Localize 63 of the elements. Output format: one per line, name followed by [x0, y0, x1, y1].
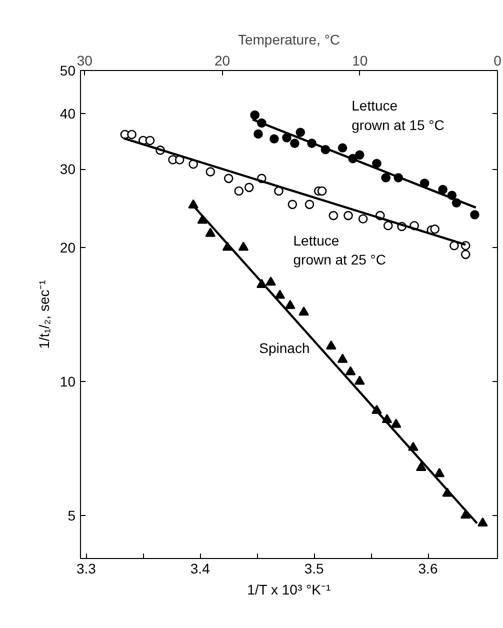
- y-axis-title: 1/t₁/₂, sec⁻¹: [36, 280, 52, 349]
- point: [450, 240, 459, 250]
- point: [282, 133, 292, 142]
- series-label: Lettuce grown at 15 °C: [352, 98, 444, 133]
- series-label: Spinach: [259, 340, 310, 356]
- point: [326, 340, 336, 350]
- point: [338, 143, 348, 153]
- point: [354, 150, 364, 160]
- x2-tick-label: 20: [214, 52, 230, 68]
- point: [288, 200, 298, 210]
- point: [205, 228, 216, 237]
- point: [372, 158, 382, 168]
- y-tick-label: 20: [60, 240, 76, 256]
- point: [337, 354, 348, 363]
- x-tick-label: 3.5: [304, 560, 324, 576]
- point: [381, 173, 390, 182]
- y-tick-label: 30: [60, 161, 76, 178]
- x2-tick-label: 0: [494, 52, 502, 68]
- y-tick-label: 10: [60, 373, 76, 390]
- point: [145, 136, 155, 146]
- x-tick-label: 3.3: [76, 560, 96, 576]
- point: [244, 182, 254, 192]
- point: [270, 134, 279, 144]
- x2-axis-title: Temperature, °C: [238, 32, 340, 48]
- point: [430, 224, 440, 234]
- point: [206, 167, 216, 176]
- point: [354, 376, 365, 385]
- y-tick-label: 50: [60, 62, 76, 78]
- point: [416, 462, 426, 471]
- point: [274, 186, 284, 196]
- point: [344, 210, 353, 220]
- point: [345, 366, 356, 376]
- point: [224, 174, 234, 184]
- point: [358, 214, 368, 224]
- point: [478, 517, 488, 527]
- point: [254, 129, 263, 139]
- point: [438, 184, 448, 194]
- point: [274, 290, 286, 299]
- x-axis-title: 1/T x 10³ °K⁻¹: [247, 582, 331, 598]
- point: [296, 128, 306, 138]
- x-tick-label: 3.4: [190, 560, 210, 576]
- point: [238, 242, 249, 251]
- point: [317, 186, 327, 196]
- point: [328, 210, 338, 220]
- point: [304, 200, 314, 210]
- point: [460, 250, 470, 260]
- point: [250, 110, 260, 120]
- x2-tick-label: 30: [76, 52, 93, 68]
- point: [284, 300, 296, 309]
- point: [470, 210, 480, 220]
- series-label: Lettuce grown at 25 °C: [293, 232, 386, 268]
- x-tick-label: 3.6: [418, 560, 438, 576]
- point: [127, 130, 136, 140]
- point: [383, 221, 393, 230]
- y-tick-label: 40: [60, 106, 76, 122]
- point: [290, 138, 300, 148]
- point: [434, 468, 445, 478]
- x2-tick-label: 10: [352, 52, 368, 68]
- y-tick-label: 5: [68, 507, 76, 524]
- point: [234, 186, 244, 196]
- point: [266, 276, 276, 286]
- point: [390, 418, 402, 428]
- point: [298, 306, 309, 316]
